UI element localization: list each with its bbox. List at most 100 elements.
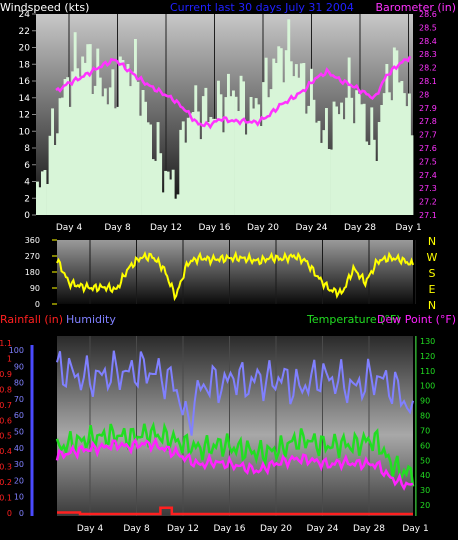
compass-label: S bbox=[429, 267, 436, 280]
windspeed-tick-label: 14 bbox=[19, 94, 31, 104]
compass-label: N bbox=[428, 299, 436, 312]
windspeed-bar bbox=[58, 98, 62, 215]
windspeed-bar bbox=[113, 108, 117, 215]
windspeed-bar bbox=[372, 139, 376, 215]
windspeed-bar bbox=[91, 94, 95, 215]
windspeed-bar bbox=[116, 106, 120, 215]
barometer-tick-label: 28.1 bbox=[419, 77, 437, 86]
windspeed-bar bbox=[239, 75, 243, 215]
barometer-tick-label: 27.7 bbox=[419, 131, 437, 140]
humidity-tick-label: 50 bbox=[14, 428, 24, 437]
windspeed-bar bbox=[111, 69, 115, 215]
windspeed-bar bbox=[252, 108, 255, 215]
humidity-tick-label: 80 bbox=[14, 379, 24, 388]
rainfall-tick-label: 1.1 bbox=[0, 339, 12, 348]
rainfall-tick-label: 0.8 bbox=[0, 385, 12, 394]
windspeed-bar bbox=[151, 159, 155, 215]
rainfall-tick-label: 0.5 bbox=[0, 432, 12, 441]
windspeed-bar bbox=[294, 64, 298, 215]
windspeed-bar bbox=[108, 87, 112, 215]
humidity-tick-label: 100 bbox=[9, 346, 24, 355]
windspeed-bar bbox=[279, 48, 283, 216]
windspeed-bar bbox=[315, 122, 318, 215]
rain-humidity-temperature-chart: 00.10.20.30.40.50.60.70.80.911.1 0102030… bbox=[0, 313, 456, 534]
windspeed-bar bbox=[184, 142, 188, 215]
temperature-tick-label: 50 bbox=[420, 456, 430, 465]
windspeed-bar bbox=[131, 71, 135, 215]
windspeed-bar bbox=[345, 97, 348, 215]
windspeed-bar bbox=[169, 179, 173, 215]
windspeed-bar bbox=[164, 170, 168, 215]
windspeed-bar bbox=[397, 82, 401, 216]
windspeed-bar bbox=[267, 97, 271, 215]
windspeed-tick-label: 4 bbox=[24, 178, 30, 188]
temperature-y-ticks: 20 30 40 50 60 70 80 90 100 110 120 130 bbox=[415, 336, 435, 516]
barometer-tick-label: 27.5 bbox=[419, 157, 437, 166]
windspeed-bar bbox=[146, 122, 150, 215]
humidity-axis-label: Humidity bbox=[66, 313, 116, 326]
windspeed-bar bbox=[78, 76, 82, 215]
windspeed-bar bbox=[176, 194, 180, 215]
bottom-x-tick-label: Day 1 bbox=[402, 524, 428, 534]
windspeed-bar bbox=[38, 187, 42, 215]
windspeed-axis-label: Windspeed (kts) bbox=[0, 1, 89, 14]
windspeed-bar bbox=[292, 76, 296, 215]
temperature-tick-label: 80 bbox=[420, 412, 430, 421]
direction-y-ticks: 0 90 180 270 360 bbox=[25, 236, 57, 309]
windspeed-bar bbox=[370, 107, 374, 215]
windspeed-bar bbox=[98, 77, 102, 215]
rainfall-tick-label: 0.6 bbox=[0, 416, 12, 425]
windspeed-tick-label: 24 bbox=[19, 10, 31, 20]
barometer-tick-label: 27.2 bbox=[419, 198, 437, 207]
windspeed-bar bbox=[214, 118, 218, 215]
windspeed-bar bbox=[194, 85, 198, 215]
windspeed-tick-label: 12 bbox=[19, 111, 30, 121]
windspeed-bar bbox=[48, 135, 52, 215]
windspeed-bar bbox=[297, 77, 301, 215]
windspeed-bar bbox=[269, 89, 273, 215]
windspeed-bar bbox=[56, 133, 59, 215]
windspeed-bar bbox=[332, 101, 336, 215]
windspeed-bar bbox=[73, 32, 77, 216]
compass-label: E bbox=[429, 283, 436, 296]
temperature-series bbox=[55, 421, 415, 487]
windspeed-bar bbox=[340, 102, 343, 215]
rainfall-y-ticks: 0 0.1 0.2 0.3 0.4 0.5 0.6 0.7 0.8 0.9 1 1.1 bbox=[0, 339, 12, 518]
windspeed-bar bbox=[86, 44, 90, 216]
barometer-y-ticks: 27.1 27.2 27.3 27.4 27.5 27.6 27.7 27.8 27.9 28 28… bbox=[419, 10, 437, 220]
barometer-tick-label: 28.2 bbox=[419, 64, 437, 73]
humidity-tick-label: 70 bbox=[14, 395, 24, 404]
bottom-x-tick-label: Day 4 bbox=[77, 524, 104, 534]
windspeed-bar bbox=[166, 171, 170, 215]
windspeed-bar bbox=[196, 111, 200, 215]
windspeed-bar bbox=[71, 71, 75, 216]
wind-x-tick-label: Day 8 bbox=[104, 223, 131, 233]
wind-x-tick-label: Day 20 bbox=[247, 223, 279, 233]
windspeed-series bbox=[36, 19, 414, 216]
windspeed-tick-label: 18 bbox=[19, 60, 31, 70]
windspeed-bar bbox=[124, 69, 127, 216]
rainfall-tick-label: 0.1 bbox=[0, 494, 12, 503]
windspeed-bar bbox=[66, 77, 70, 215]
windspeed-bar bbox=[93, 85, 97, 216]
windspeed-bar bbox=[186, 117, 190, 215]
humidity-tick-label: 90 bbox=[14, 362, 24, 371]
windspeed-bar bbox=[81, 56, 85, 215]
wind-x-tick-label: Day 1 bbox=[395, 223, 421, 233]
windspeed-bar bbox=[51, 108, 54, 215]
humidity-tick-label: 40 bbox=[14, 444, 24, 453]
direction-tick-label: 270 bbox=[25, 252, 40, 261]
windspeed-bar bbox=[134, 39, 137, 215]
direction-tick-label: 360 bbox=[25, 236, 40, 245]
humidity-series bbox=[56, 350, 414, 436]
barometer-tick-label: 27.3 bbox=[419, 184, 437, 193]
windspeed-bar bbox=[302, 63, 306, 215]
windspeed-bar bbox=[199, 139, 203, 215]
barometer-tick-label: 27.6 bbox=[419, 144, 437, 153]
